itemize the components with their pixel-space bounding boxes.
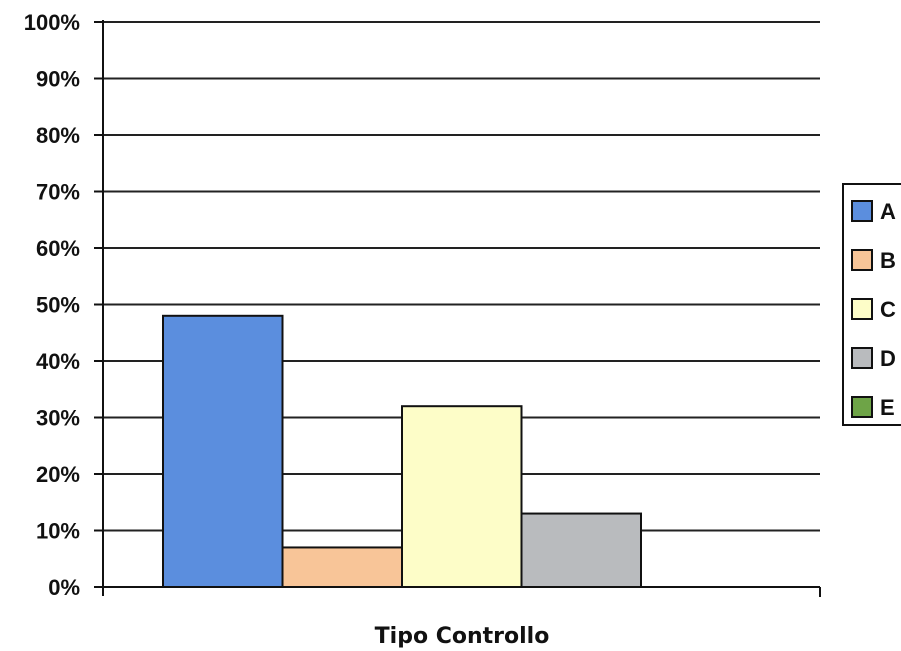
x-axis-label: Tipo Controllo bbox=[375, 624, 550, 649]
y-tick-label: 0% bbox=[48, 575, 80, 600]
bar-b bbox=[281, 546, 403, 589]
legend-label-a: A bbox=[880, 199, 896, 224]
legend-label-c: C bbox=[880, 297, 896, 322]
y-tick-label: 60% bbox=[36, 236, 80, 261]
y-tick-label: 70% bbox=[36, 180, 80, 205]
y-tick-label: 40% bbox=[36, 349, 80, 374]
legend-swatch-b bbox=[851, 249, 873, 271]
y-tick-label: 50% bbox=[36, 293, 80, 318]
y-tick-label: 10% bbox=[36, 519, 80, 544]
y-tick-label: 90% bbox=[36, 67, 80, 92]
legend-label-e: E bbox=[880, 395, 895, 420]
legend-label-d: D bbox=[880, 346, 896, 371]
y-tick-label: 20% bbox=[36, 462, 80, 487]
y-tick-label: 100% bbox=[24, 10, 80, 35]
legend-swatch-c bbox=[851, 298, 873, 320]
legend-label-b: B bbox=[880, 248, 896, 273]
y-tick-label: 80% bbox=[36, 123, 80, 148]
legend-swatch-a bbox=[851, 200, 873, 222]
bar-c bbox=[401, 405, 523, 589]
bars bbox=[162, 314, 642, 589]
legend-swatch-d bbox=[851, 347, 873, 369]
y-tick-label: 30% bbox=[36, 406, 80, 431]
legend-swatch-e bbox=[851, 396, 873, 418]
y-axis-ticks: 0% 10% 20% 30% 40% 50% 60% 70% 80% 90% 100% bbox=[24, 10, 103, 600]
bar-d bbox=[520, 512, 642, 588]
bar-a bbox=[162, 314, 284, 588]
